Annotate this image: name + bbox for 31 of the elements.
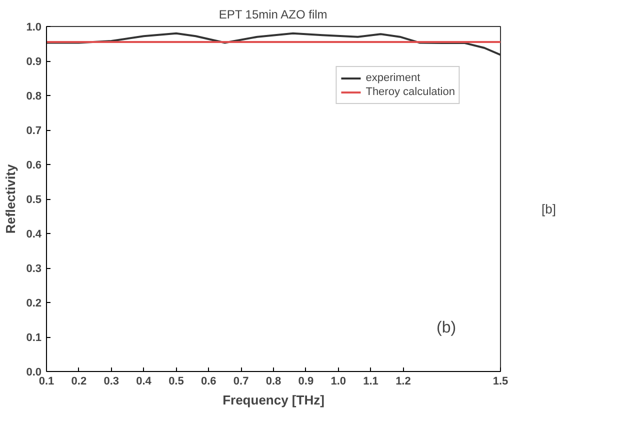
x-tick-label: 0.7 [233, 376, 249, 388]
y-tick-label: 0.3 [26, 263, 42, 275]
x-tick-label: 0.9 [298, 376, 314, 388]
x-tick-label: 0.8 [266, 376, 282, 388]
y-tick-label: 0.9 [26, 56, 42, 68]
x-tick-label: 0.4 [136, 376, 152, 388]
x-tick-label: 0.2 [71, 376, 87, 388]
legend-label: Theroy calculation [366, 85, 455, 99]
chart-title: EPT 15min AZO film [218, 8, 328, 22]
x-tick-label: 0.6 [200, 376, 216, 388]
y-tick-label: 0.8 [26, 90, 42, 102]
x-tick-label: 1.0 [330, 376, 346, 388]
y-tick-label: 1.0 [26, 22, 42, 34]
y-tick-label: 0.2 [26, 298, 42, 310]
y-tick-label: 0.7 [26, 125, 42, 137]
x-tick-label: 1.2 [396, 376, 411, 388]
y-tick-label: 0.4 [26, 228, 42, 240]
y-axis-title: Reflectivity [3, 164, 18, 234]
x-axis-title: Frequency [THz] [222, 392, 324, 408]
x-tick-label: 0.3 [104, 376, 120, 388]
annotation: (b) [436, 320, 456, 336]
y-tick-label: 0.6 [26, 160, 42, 172]
y-tick-label: 0.1 [26, 332, 42, 344]
x-tick-label: 1.5 [492, 376, 508, 388]
y-tick-label: 0.0 [26, 366, 42, 378]
x-tick-label: 0.1 [38, 376, 54, 388]
x-tick-label: 1.1 [363, 376, 378, 388]
x-tick-label: 0.5 [168, 376, 184, 388]
text: [b] [542, 201, 556, 216]
legend-label: experiment [366, 71, 420, 85]
y-tick-label: 0.5 [26, 194, 42, 206]
